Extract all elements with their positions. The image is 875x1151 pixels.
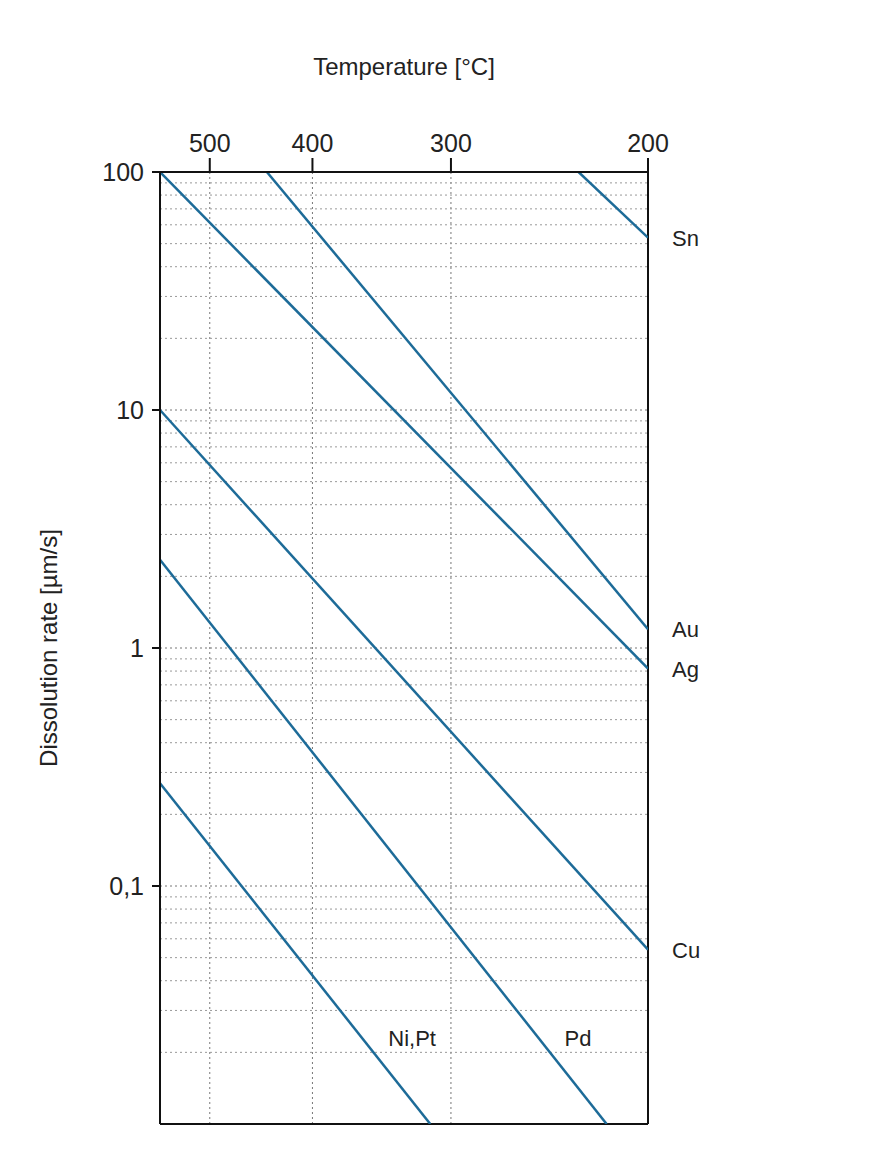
svg-text:Dissolution rate [µm/s]: Dissolution rate [µm/s]	[35, 529, 62, 767]
svg-text:Ag: Ag	[672, 657, 699, 682]
svg-text:100: 100	[102, 158, 144, 186]
svg-text:Cu: Cu	[672, 938, 700, 963]
svg-text:200: 200	[627, 129, 669, 157]
svg-text:Pd: Pd	[565, 1026, 592, 1051]
svg-text:Au: Au	[672, 617, 699, 642]
svg-text:Sn: Sn	[672, 226, 699, 251]
svg-text:0,1: 0,1	[109, 872, 144, 900]
svg-text:Ni,Pt: Ni,Pt	[388, 1026, 436, 1051]
svg-text:300: 300	[430, 129, 472, 157]
svg-text:10: 10	[116, 396, 144, 424]
svg-text:500: 500	[189, 129, 231, 157]
svg-text:Temperature [°C]: Temperature [°C]	[313, 53, 495, 80]
svg-text:400: 400	[292, 129, 334, 157]
svg-text:1: 1	[130, 634, 144, 662]
